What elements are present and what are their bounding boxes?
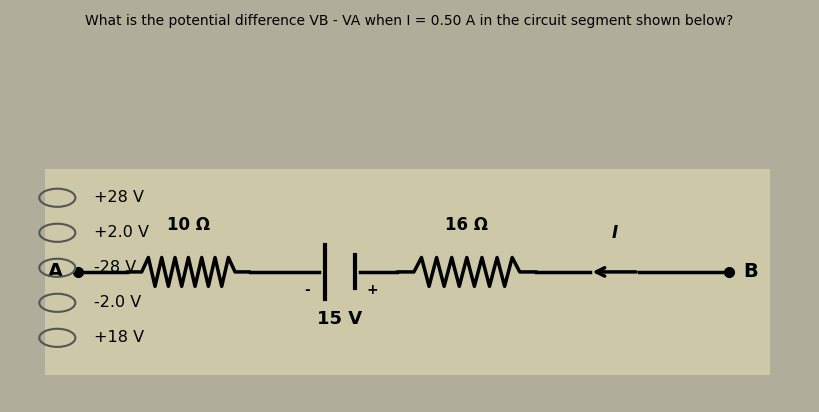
Text: +2.0 V: +2.0 V <box>94 225 149 240</box>
Text: +18 V: +18 V <box>94 330 144 345</box>
Text: A: A <box>48 262 63 281</box>
Text: 15 V: 15 V <box>317 310 363 328</box>
Text: +28 V: +28 V <box>94 190 144 205</box>
Text: -28 V: -28 V <box>94 260 137 275</box>
Text: What is the potential difference VB - VA when I = 0.50 A in the circuit segment : What is the potential difference VB - VA… <box>85 14 734 28</box>
Text: -: - <box>304 283 310 297</box>
Text: I: I <box>611 224 618 242</box>
Text: B: B <box>744 262 758 281</box>
Text: +: + <box>367 283 378 297</box>
Text: -2.0 V: -2.0 V <box>94 295 142 310</box>
Text: 16 Ω: 16 Ω <box>446 215 488 234</box>
Text: 10 Ω: 10 Ω <box>167 215 210 234</box>
FancyBboxPatch shape <box>45 169 770 375</box>
